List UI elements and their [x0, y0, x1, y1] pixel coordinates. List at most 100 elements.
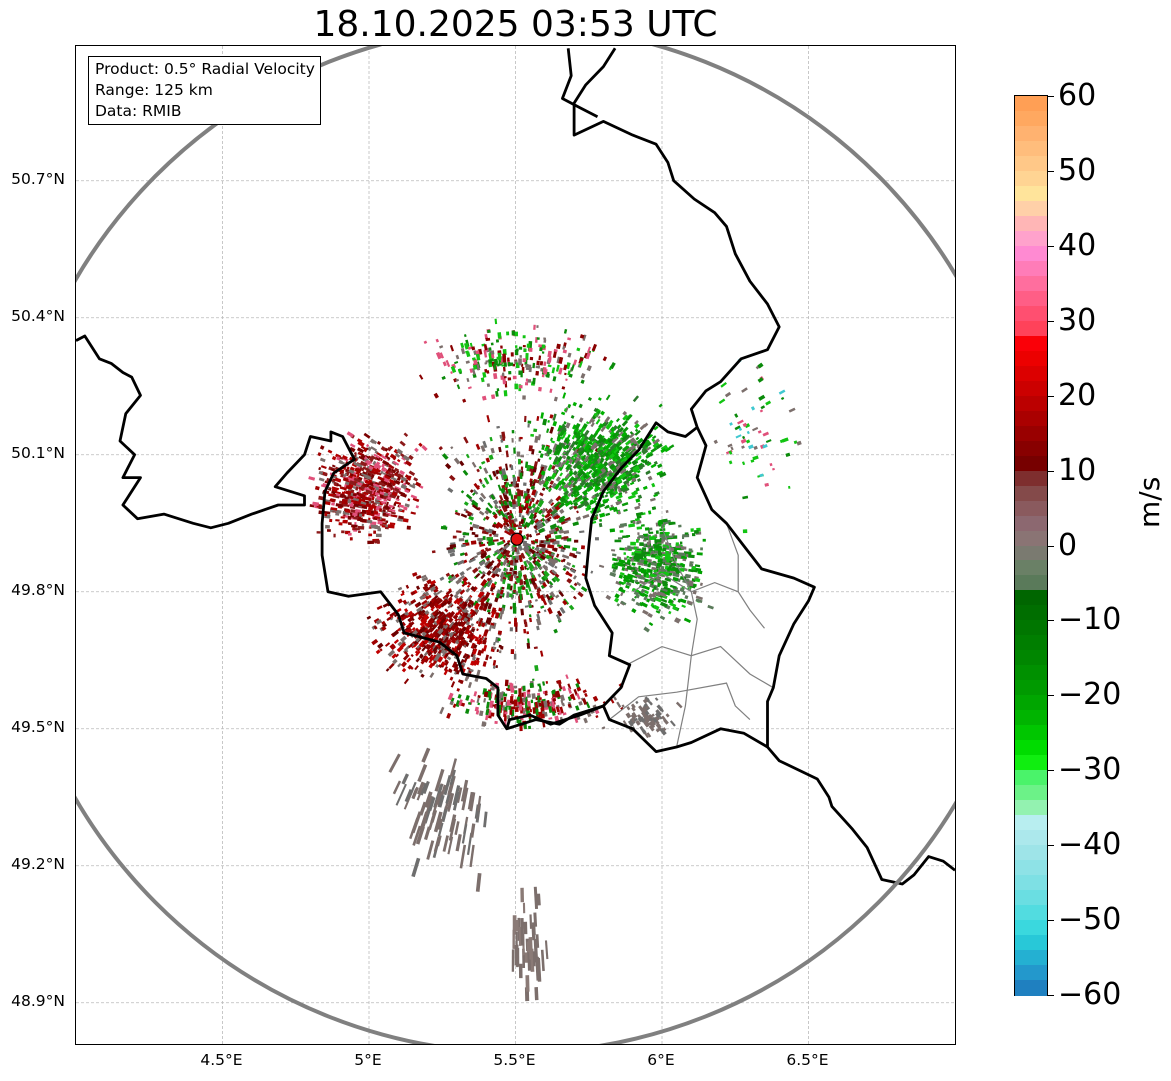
- echo-pixel: [580, 379, 585, 384]
- echo-pixel: [544, 549, 552, 555]
- colorbar-segment: [1015, 155, 1047, 172]
- echo-pixel: [495, 469, 500, 475]
- echo-pixel: [487, 359, 493, 365]
- echo-pixel: [551, 465, 556, 470]
- colorbar-segment: [1015, 845, 1047, 861]
- echo-pixel: [700, 547, 703, 551]
- echo-pixel: [355, 509, 361, 513]
- echo-pixel: [551, 512, 560, 520]
- echo-pixel: [543, 337, 547, 340]
- echo-pixel: [331, 486, 340, 491]
- echo-pixel: [455, 588, 463, 596]
- echo-pixel: [538, 543, 546, 548]
- echo-pixel: [370, 470, 377, 475]
- echo-pixel: [356, 473, 360, 478]
- echo-pixel: [380, 454, 387, 460]
- echo-pixel: [598, 522, 603, 528]
- echo-pixel: [457, 559, 465, 566]
- echo-pixel: [329, 498, 336, 503]
- echo-pixel: [389, 470, 394, 474]
- echo-pixel: [528, 445, 533, 452]
- radar-site-marker[interactable]: [510, 532, 524, 546]
- echo-pixel: [479, 586, 485, 592]
- echo-pixel: [486, 383, 491, 388]
- echo-pixel: [583, 717, 588, 724]
- echo-pixel: [361, 472, 367, 477]
- echo-pixel: [501, 373, 505, 377]
- echo-pixel: [534, 552, 541, 558]
- echo-pixel: [499, 692, 504, 699]
- echo-pixel: [356, 491, 360, 496]
- echo-pixel: [314, 485, 320, 491]
- echo-pixel: [519, 593, 523, 600]
- echo-pixel: [541, 487, 546, 491]
- echo-pixel: [330, 507, 338, 511]
- echo-pixel: [684, 532, 689, 535]
- echo-pixel: [346, 431, 354, 438]
- echo-pixel: [562, 349, 568, 354]
- echo-pixel: [519, 490, 524, 497]
- colorbar-segment: [1015, 935, 1047, 951]
- echo-pixel: [388, 753, 401, 773]
- colorbar-tick-label: 50: [1058, 152, 1097, 188]
- echo-pixel: [404, 460, 412, 467]
- echo-pixel: [638, 535, 645, 539]
- echo-pixel: [576, 510, 579, 514]
- echo-pixel: [497, 567, 502, 573]
- echo-pixel: [615, 418, 620, 423]
- echo-pixel: [647, 546, 651, 549]
- echo-pixel: [548, 456, 552, 461]
- echo-pixel: [472, 523, 480, 529]
- echo-pixel: [541, 351, 545, 354]
- echo-pixel: [428, 654, 434, 661]
- echo-pixel: [376, 605, 383, 611]
- echo-pixel: [537, 499, 545, 508]
- echo-pixel: [640, 524, 645, 527]
- echo-pixel: [741, 445, 745, 449]
- echo-pixel: [500, 345, 503, 349]
- echo-pixel: [330, 468, 336, 472]
- echo-pixel: [548, 484, 553, 490]
- echo-pixel: [729, 422, 733, 426]
- echo-pixel: [458, 538, 465, 542]
- radar-map-canvas[interactable]: [76, 46, 956, 1045]
- echo-pixel: [678, 552, 686, 557]
- echo-pixel: [368, 533, 373, 537]
- echo-pixel: [503, 517, 510, 524]
- colorbar-segment: [1015, 215, 1047, 232]
- echo-pixel: [551, 367, 556, 374]
- echo-pixel: [702, 538, 706, 542]
- echo-pixel: [580, 586, 588, 592]
- echo-pixel: [503, 526, 510, 533]
- echo-pixel: [509, 574, 514, 582]
- echo-pixel: [579, 530, 585, 534]
- echo-pixel: [536, 625, 540, 631]
- echo-pixel: [640, 556, 644, 559]
- echo-pixel: [397, 598, 403, 604]
- echo-pixel: [519, 436, 523, 440]
- echo-pixel: [353, 527, 360, 531]
- echo-pixel: [356, 462, 363, 469]
- echo-pixel: [371, 496, 375, 501]
- echo-pixel: [506, 583, 511, 590]
- echo-pixel: [385, 667, 390, 672]
- echo-pixel: [497, 484, 502, 491]
- echo-pixel: [339, 493, 345, 499]
- echo-pixel: [532, 678, 535, 681]
- echo-pixel: [365, 489, 373, 495]
- echo-pixel: [549, 480, 555, 486]
- echo-pixel: [665, 550, 669, 554]
- lat-tick-label: 49.2°N: [11, 854, 65, 873]
- echo-pixel: [564, 516, 571, 522]
- echo-pixel: [388, 508, 396, 513]
- echo-pixel: [495, 476, 499, 480]
- echo-pixel: [598, 564, 605, 569]
- echo-pixel: [446, 656, 452, 661]
- echo-pixel: [396, 448, 404, 455]
- echo-pixel: [430, 809, 438, 823]
- echo-pixel: [543, 339, 547, 343]
- echo-pixel: [534, 560, 542, 568]
- echo-pixel: [359, 466, 365, 472]
- echo-pixel: [449, 474, 456, 482]
- radar-map[interactable]: [75, 45, 956, 1045]
